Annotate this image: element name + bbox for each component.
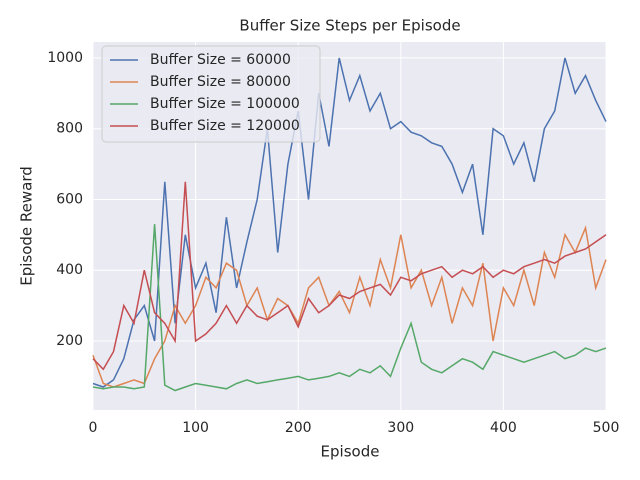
series-line xyxy=(92,224,607,392)
x-tick-label: 100 xyxy=(182,420,209,436)
x-tick-label: 300 xyxy=(387,420,414,436)
chart-title: Buffer Size Steps per Episode xyxy=(239,17,460,35)
x-tick-label: 200 xyxy=(285,420,312,436)
legend-label: Buffer Size = 120000 xyxy=(150,118,300,134)
legend-label: Buffer Size = 80000 xyxy=(150,74,291,90)
series-line xyxy=(92,225,607,388)
x-axis-label: Episode xyxy=(321,443,380,461)
x-tick-label: 0 xyxy=(89,420,98,436)
y-tick-label: 600 xyxy=(56,191,83,207)
y-axis-label: Episode Reward xyxy=(18,166,36,286)
x-tick-label: 400 xyxy=(490,420,517,436)
y-tick-label: 800 xyxy=(56,121,83,137)
series-line xyxy=(92,181,607,371)
x-tick-label: 500 xyxy=(593,420,620,436)
legend-label: Buffer Size = 60000 xyxy=(150,52,291,68)
y-tick-label: 200 xyxy=(56,333,83,349)
y-tick-label: 400 xyxy=(56,262,83,278)
legend-box xyxy=(101,45,321,143)
legend-label: Buffer Size = 100000 xyxy=(150,96,300,112)
y-tick-label: 1000 xyxy=(47,50,83,66)
